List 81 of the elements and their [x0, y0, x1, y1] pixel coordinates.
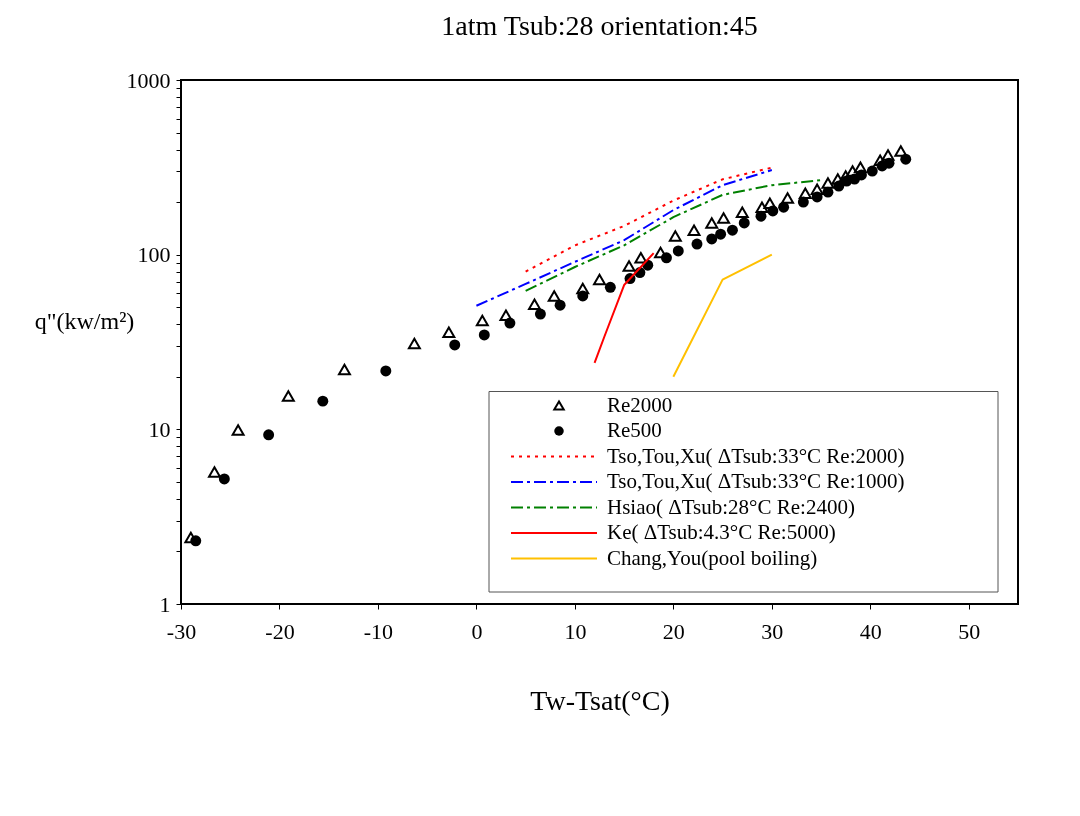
point	[763, 197, 777, 209]
point	[691, 238, 703, 250]
x-tick-label: 40	[859, 618, 882, 644]
point	[263, 429, 275, 441]
point	[504, 317, 516, 329]
point	[622, 260, 636, 272]
point	[475, 314, 489, 327]
point	[717, 212, 731, 224]
legend-label: Tso,Tou,Xu( ΔTsub:33°C Re:1000)	[607, 469, 905, 493]
point	[853, 161, 867, 173]
x-tick-label: -10	[363, 618, 394, 644]
point	[715, 228, 727, 240]
point	[478, 329, 490, 341]
legend-label: Ke( ΔTsub:4.3°C Re:5000)	[607, 520, 836, 544]
y-tick-label: 1000	[126, 67, 171, 93]
point	[726, 224, 738, 236]
line-series	[524, 166, 773, 273]
legend-label: Hsiao( ΔTsub:28°C Re:2400)	[607, 494, 855, 519]
x-tick-label: 10	[564, 618, 587, 644]
point	[442, 326, 456, 338]
legend-label: Chang,You(pool boiling)	[607, 545, 818, 570]
point	[576, 282, 590, 295]
y-axis-title: q"(kw/m²)	[34, 307, 135, 334]
point	[778, 201, 790, 213]
point	[755, 201, 769, 213]
point	[634, 252, 648, 264]
chart-title: 1atm Tsub:28 orientation:45	[441, 10, 758, 41]
point	[706, 233, 718, 245]
point	[811, 191, 823, 203]
x-tick-label: -30	[166, 618, 197, 644]
point	[894, 145, 908, 157]
point	[810, 183, 824, 195]
point	[738, 217, 750, 229]
y-tick-label: 10	[148, 416, 171, 442]
point	[593, 273, 606, 286]
point	[231, 424, 245, 436]
x-tick-label: 50	[958, 618, 981, 644]
point	[281, 390, 295, 402]
point	[660, 252, 672, 264]
point	[687, 224, 701, 236]
x-tick-label: 0	[471, 618, 483, 644]
point	[604, 281, 616, 293]
point	[705, 217, 719, 229]
y-tick-label: 1	[159, 591, 171, 617]
x-tick-label: -20	[265, 618, 295, 644]
point	[380, 365, 392, 377]
point	[883, 157, 895, 169]
legend-label: Re2000	[607, 392, 673, 417]
point	[499, 309, 513, 321]
line-series	[475, 169, 773, 307]
point	[781, 192, 795, 204]
point	[735, 206, 749, 218]
y-tick-label: 100	[137, 242, 171, 268]
point	[797, 196, 809, 208]
point	[449, 339, 461, 351]
x-tick-label: 20	[662, 618, 685, 644]
point	[900, 153, 912, 165]
point	[208, 466, 221, 478]
point	[218, 473, 230, 485]
point	[755, 210, 767, 222]
point	[881, 149, 895, 161]
point	[554, 299, 566, 311]
point	[798, 187, 812, 199]
point	[407, 337, 421, 350]
point	[337, 363, 351, 376]
point	[672, 245, 684, 257]
point	[547, 290, 561, 302]
point	[866, 165, 878, 177]
point	[821, 177, 835, 189]
point	[668, 230, 682, 242]
point	[767, 205, 779, 217]
legend-label: Tso,Tou,Xu( ΔTsub:33°C Re:2000)	[607, 443, 905, 468]
x-axis-title: Tw-Tsat(°C)	[530, 684, 670, 716]
point	[190, 535, 202, 547]
point	[534, 308, 546, 320]
point	[577, 290, 589, 302]
point	[822, 186, 834, 198]
legend-label: Re500	[607, 418, 662, 442]
point	[317, 395, 329, 407]
point	[528, 298, 541, 311]
x-tick-label: 30	[761, 618, 784, 644]
